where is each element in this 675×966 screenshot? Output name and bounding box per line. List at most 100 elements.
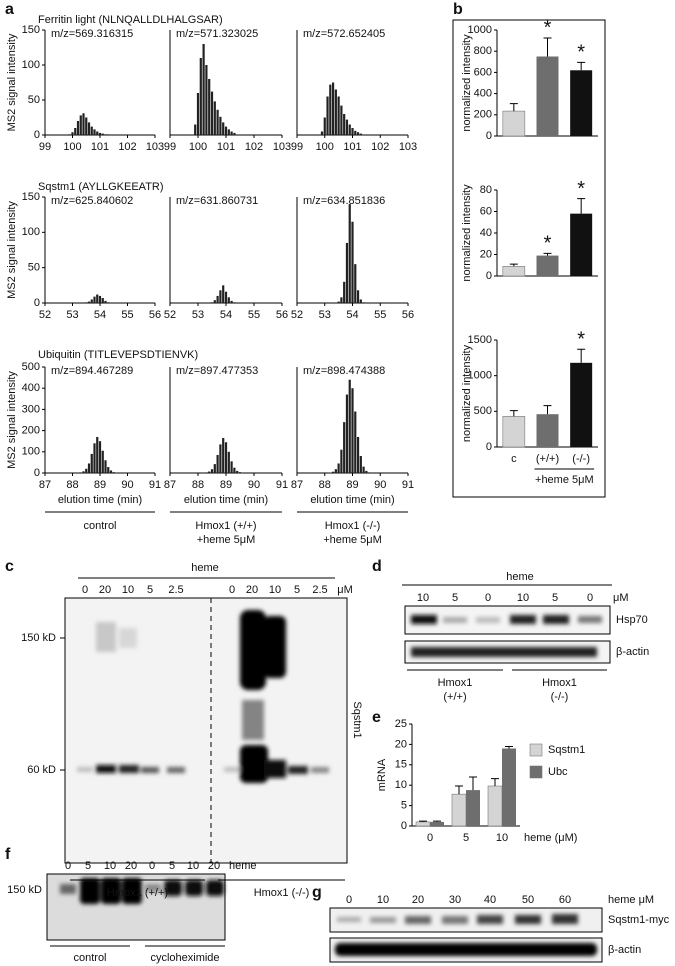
- x-tick-label: 101: [343, 141, 361, 153]
- x-tick-label: 103: [399, 141, 417, 153]
- bar: [85, 117, 88, 135]
- x-tick-label: 91: [402, 479, 414, 491]
- x-tick-label: 90: [121, 479, 133, 491]
- lane-label: 0: [229, 584, 235, 596]
- panel-letter: b: [453, 1, 463, 18]
- y-tick-label: 80: [480, 184, 492, 196]
- bar: [340, 297, 343, 303]
- bar: [359, 299, 362, 303]
- significance-mark: *: [577, 42, 585, 64]
- bar: [210, 302, 214, 303]
- legend-label: Ubc: [548, 766, 568, 778]
- bar: [348, 124, 351, 135]
- x-tick-label: 102: [118, 141, 136, 153]
- lane-label: 10: [417, 592, 429, 604]
- x-tick-label: 102: [245, 141, 263, 153]
- bar: [570, 362, 593, 447]
- protein-label: Hsp70: [616, 614, 648, 626]
- bar: [238, 472, 242, 473]
- lane-label: 5: [147, 584, 153, 596]
- y-tick-label: 150: [22, 191, 40, 203]
- blot-f: [46, 873, 226, 941]
- bar: [87, 301, 91, 303]
- bar: [354, 130, 357, 135]
- lane-label: 10: [104, 860, 116, 872]
- bar: [208, 79, 211, 135]
- bar: [356, 132, 360, 135]
- y-tick-label: 1500: [468, 334, 492, 346]
- group-label: control: [83, 520, 116, 532]
- bar: [93, 129, 96, 135]
- chart-title: m/z=631.860731: [176, 195, 258, 207]
- lane-label: 10: [187, 860, 199, 872]
- y-tick-label: 15: [395, 759, 407, 771]
- y-axis-label: MS2 signal intensity: [6, 201, 18, 299]
- error-bar: [543, 252, 552, 256]
- y-tick-label: 1000: [468, 24, 492, 36]
- lane-label: 5: [294, 584, 300, 596]
- x-tick-label: 56: [402, 309, 414, 321]
- chart-title: m/z=898.474388: [303, 365, 385, 377]
- panel-letter: f: [5, 846, 11, 863]
- bar: [359, 133, 362, 135]
- lane-label: 10: [122, 584, 134, 596]
- group-label: Hmox1: [438, 677, 473, 689]
- significance-mark: *: [577, 178, 585, 200]
- x-tick-label: 87: [39, 479, 51, 491]
- legend-swatch: [529, 765, 543, 779]
- bar: [101, 298, 104, 303]
- bar: [90, 453, 93, 473]
- chart-title: m/z=572.652405: [303, 28, 385, 40]
- x-tick-label: 53: [319, 309, 331, 321]
- bar: [224, 442, 228, 473]
- x-tick-label: 90: [374, 479, 386, 491]
- bar: [87, 122, 91, 135]
- bar: [331, 471, 335, 473]
- unit-label: μM: [337, 584, 353, 596]
- bar: [570, 213, 593, 276]
- x-tick-label: 99: [39, 141, 51, 153]
- y-tick-label: 100: [22, 446, 40, 458]
- group-label: Hmox1 (+/+): [107, 887, 168, 899]
- blot-d: [404, 605, 611, 664]
- x-axis-label: heme (μM): [524, 832, 577, 844]
- bar: [98, 441, 102, 473]
- y-tick-label: 400: [22, 382, 40, 394]
- x-axis-label: elution time (min): [184, 494, 268, 506]
- bar: [194, 124, 197, 135]
- panel-letter: g: [312, 884, 322, 901]
- x-tick-label: c: [511, 453, 517, 465]
- bar: [343, 114, 346, 135]
- bar: [216, 454, 219, 473]
- group-label: Hmox1 (+/+): [195, 520, 256, 532]
- y-tick-label: 500: [22, 361, 40, 373]
- error-bar: [419, 820, 427, 822]
- error-bar: [455, 785, 463, 795]
- bar: [354, 411, 357, 473]
- bar: [93, 443, 96, 473]
- bar: [329, 84, 332, 135]
- bar: [343, 422, 346, 473]
- bar: [79, 472, 82, 473]
- blot-c: [60, 597, 348, 864]
- bar: [502, 110, 526, 137]
- lane-label: 5: [552, 592, 558, 604]
- x-tick-label: 103: [146, 141, 164, 153]
- y-tick-label: 300: [22, 403, 40, 415]
- significance-mark: *: [544, 17, 552, 39]
- group-label: Hmox1 (-/-): [325, 520, 381, 532]
- bar: [210, 469, 214, 473]
- bar: [362, 466, 365, 473]
- lane-label: 10: [377, 894, 389, 906]
- group-label: +heme 5μM: [197, 534, 256, 546]
- bar: [340, 449, 343, 473]
- lane-label: 0: [346, 894, 352, 906]
- bar: [104, 134, 107, 135]
- bar: [199, 58, 202, 135]
- error-bar: [543, 37, 552, 57]
- bar: [90, 126, 93, 135]
- group-label: cycloheximide: [150, 952, 219, 964]
- y-tick-label: 10: [395, 779, 407, 791]
- y-tick-label: 20: [395, 738, 407, 750]
- bar: [205, 472, 208, 473]
